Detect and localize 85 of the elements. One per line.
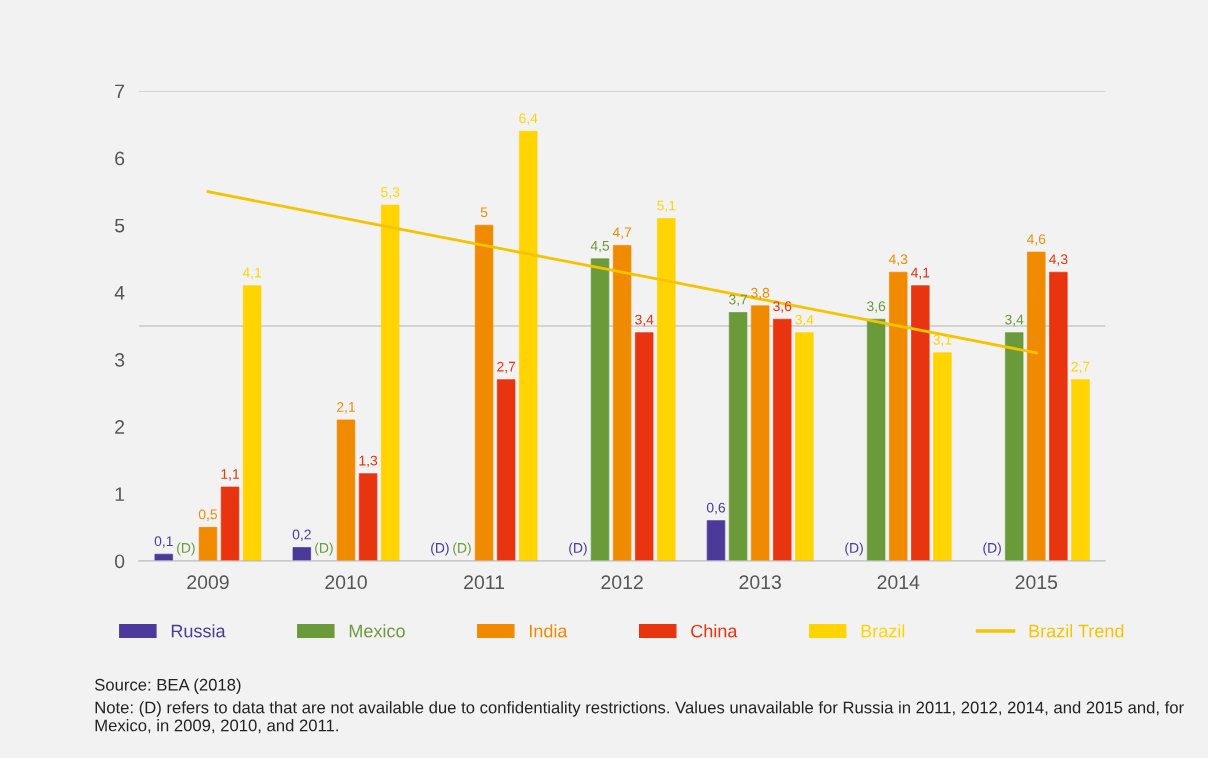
- bar: [866, 318, 886, 561]
- data-label: 3,8: [751, 287, 770, 300]
- bar: [750, 305, 770, 561]
- data-label: 4,7: [612, 227, 632, 239]
- data-label: 4,5: [590, 240, 610, 253]
- bar: [220, 486, 240, 561]
- data-label: 3,4: [635, 314, 654, 327]
- data-label: 5: [480, 207, 488, 218]
- bar: [933, 352, 952, 561]
- data-label: 0,6: [706, 502, 726, 515]
- x-tick-label: 2013: [739, 575, 781, 590]
- bar: [728, 312, 748, 561]
- bar: [242, 285, 262, 561]
- bar: [612, 245, 632, 561]
- data-label: 2,1: [337, 401, 355, 414]
- text: (D): [845, 542, 863, 556]
- bar: [706, 520, 726, 561]
- bar: [474, 224, 494, 561]
- data-label: 4,3: [1049, 254, 1068, 266]
- y-tick-label: 1: [115, 487, 125, 501]
- y-tick-label: 0: [114, 554, 125, 569]
- y-tick-label: 2: [115, 420, 125, 434]
- legend-label: China: [691, 624, 738, 638]
- source-note: Source: BEA (2018): [94, 678, 241, 694]
- data-label: 0,1: [154, 536, 173, 548]
- data-label: 2,7: [497, 361, 516, 374]
- text: (D): [177, 542, 195, 556]
- data-label: 0,5: [198, 509, 218, 521]
- data-label: 1,3: [359, 455, 378, 468]
- bar: [889, 271, 908, 561]
- bar: [1005, 332, 1024, 561]
- legend-label: India: [529, 624, 568, 638]
- bar: [358, 473, 378, 561]
- x-tick-label: 2009: [187, 575, 229, 590]
- bar: [336, 419, 356, 561]
- x-tick-label: 2010: [325, 575, 367, 590]
- data-label: 6,4: [519, 113, 538, 125]
- x-tick-label: 2014: [877, 575, 920, 590]
- data-label: 0,2: [292, 529, 311, 542]
- data-label: 3,6: [773, 301, 792, 313]
- bar: [496, 379, 516, 561]
- data-label: 4,1: [242, 267, 262, 280]
- data-label: 3,4: [1005, 314, 1024, 327]
- data-label: 5,1: [657, 200, 676, 213]
- bar: [381, 204, 400, 561]
- data-label: 3,1: [933, 334, 952, 347]
- y-tick-label: 4: [114, 286, 125, 300]
- text: (D): [315, 542, 333, 556]
- data-label: 1,1: [221, 469, 240, 481]
- text: (D): [569, 542, 587, 556]
- data-label: 3,4: [795, 314, 814, 327]
- text: (D): [431, 542, 449, 556]
- bar: [292, 547, 312, 561]
- data-label: 4,6: [1026, 234, 1046, 246]
- legend-label: Russia: [171, 624, 226, 638]
- data-label: 4,3: [888, 254, 908, 266]
- data-label: 3,7: [728, 294, 748, 307]
- bar: [657, 218, 676, 561]
- y-tick-label: 7: [115, 84, 125, 99]
- x-tick-label: 2015: [1015, 575, 1058, 590]
- x-tick-label: 2012: [601, 575, 643, 590]
- x-tick-label: 2011: [464, 575, 505, 590]
- data-label: 2,7: [1071, 361, 1090, 374]
- y-tick-label: 3: [114, 352, 125, 367]
- bar: [1049, 271, 1068, 561]
- bar: [911, 285, 930, 561]
- y-tick-label: 5: [115, 218, 125, 233]
- bar: [773, 318, 792, 561]
- bar: [198, 527, 218, 561]
- data-label: 4,1: [910, 267, 930, 280]
- bar: [519, 130, 538, 561]
- bar: [1027, 251, 1046, 561]
- bar: [795, 332, 814, 561]
- bar: [590, 258, 610, 561]
- bar: [635, 332, 654, 561]
- text: (D): [983, 542, 1001, 556]
- legend-label: Mexico: [349, 624, 405, 638]
- data-label: 5,3: [381, 187, 400, 199]
- text: Note: (D) refers to data that are not available due to confidentiality restrictions. Values unavailable for Russia in 2011, 2012, 2014, and 2015 and, for Mexico, in 2009, 2010, and 2011.: [95, 701, 1184, 734]
- bar: [1071, 379, 1090, 561]
- legend-label: Brazil Trend: [1029, 624, 1124, 638]
- data-label: 3,6: [867, 301, 886, 313]
- text: (D): [453, 542, 471, 556]
- y-tick-label: 6: [115, 151, 125, 166]
- legend-label: Brazil: [861, 624, 905, 638]
